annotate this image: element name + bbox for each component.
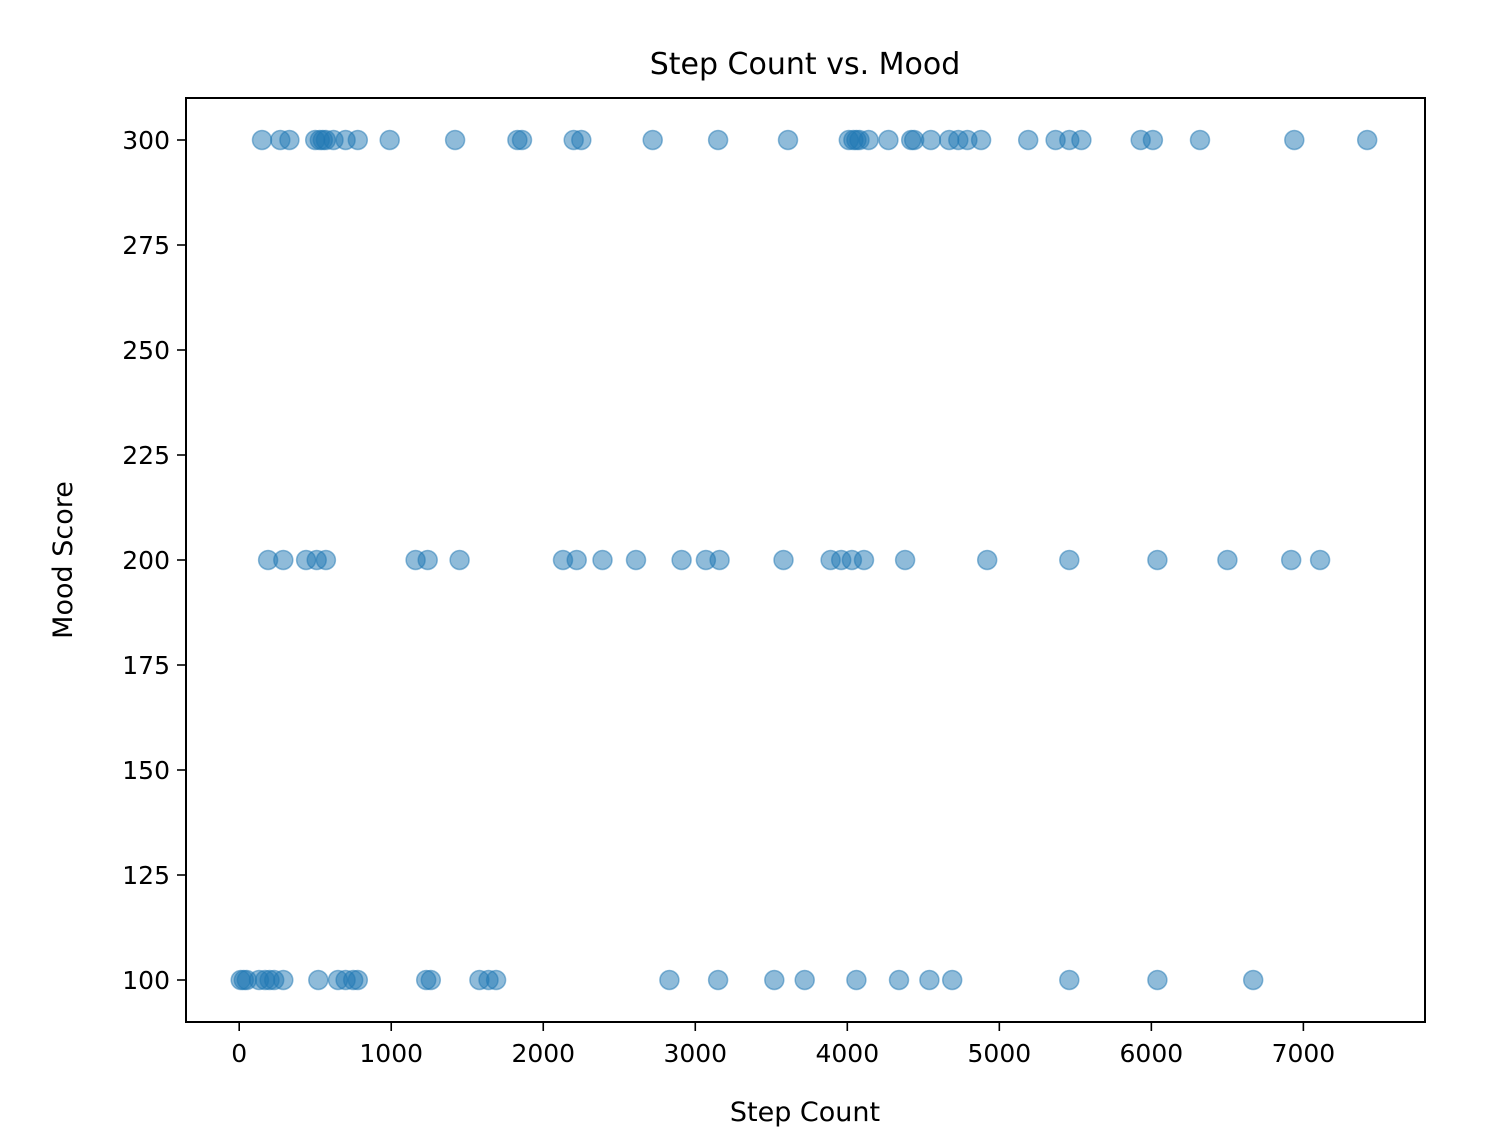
data-point bbox=[764, 969, 785, 991]
x-tick-label: 3000 bbox=[663, 1039, 727, 1068]
y-tick-label: 175 bbox=[122, 651, 170, 680]
data-point bbox=[1189, 129, 1211, 151]
data-point bbox=[888, 969, 910, 991]
data-point bbox=[853, 549, 875, 571]
data-point bbox=[566, 549, 587, 571]
x-tick-label: 5000 bbox=[968, 1039, 1032, 1068]
data-point bbox=[417, 549, 438, 571]
data-point bbox=[920, 129, 942, 151]
data-point bbox=[1147, 549, 1168, 571]
data-point bbox=[976, 549, 998, 571]
data-point bbox=[846, 969, 867, 991]
data-point bbox=[794, 969, 815, 991]
data-point bbox=[858, 129, 879, 151]
y-tick-label: 275 bbox=[122, 231, 170, 260]
y-tick-label: 300 bbox=[122, 126, 170, 155]
x-tick-label: 7000 bbox=[1272, 1039, 1336, 1068]
data-point bbox=[659, 969, 680, 991]
data-point bbox=[1242, 969, 1264, 991]
data-point bbox=[1071, 129, 1092, 151]
x-axis-ticks: 0 1000 2000 3000 4000 5000 6000 7000 bbox=[231, 1022, 1335, 1068]
data-point bbox=[1284, 129, 1305, 151]
data-point bbox=[970, 129, 992, 151]
data-point bbox=[1147, 969, 1168, 991]
data-point bbox=[1142, 129, 1164, 151]
y-tick-label: 150 bbox=[122, 756, 170, 785]
y-tick-label: 250 bbox=[122, 336, 170, 365]
data-point bbox=[379, 129, 400, 151]
data-point bbox=[642, 129, 663, 151]
data-point bbox=[347, 129, 369, 151]
x-tick-label: 2000 bbox=[511, 1039, 575, 1068]
data-point bbox=[420, 969, 442, 991]
data-point bbox=[251, 129, 273, 151]
data-point bbox=[1280, 549, 1302, 571]
data-point bbox=[1309, 549, 1331, 571]
data-point bbox=[511, 129, 533, 151]
y-tick-label: 225 bbox=[122, 441, 170, 470]
data-point bbox=[308, 969, 329, 991]
chart-title: Step Count vs. Mood bbox=[650, 47, 961, 82]
data-point bbox=[1356, 129, 1378, 151]
x-tick-label: 4000 bbox=[815, 1039, 879, 1068]
y-tick-label: 200 bbox=[122, 546, 170, 575]
data-point bbox=[1059, 549, 1080, 571]
x-tick-label: 6000 bbox=[1120, 1039, 1184, 1068]
data-point bbox=[941, 969, 963, 991]
y-tick-label: 125 bbox=[122, 861, 170, 890]
data-point bbox=[273, 969, 294, 991]
data-point bbox=[709, 549, 730, 571]
data-point bbox=[449, 549, 470, 571]
data-point bbox=[592, 549, 613, 571]
data-point bbox=[878, 129, 899, 151]
data-point bbox=[625, 549, 647, 571]
data-point bbox=[1017, 129, 1039, 151]
data-point bbox=[571, 129, 592, 151]
data-point bbox=[773, 549, 794, 571]
x-tick-label: 0 bbox=[231, 1039, 247, 1068]
data-point bbox=[347, 969, 369, 991]
data-point bbox=[279, 129, 300, 151]
data-point bbox=[894, 549, 916, 571]
points-layer bbox=[230, 129, 1378, 991]
y-axis-ticks: 100 125 150 175 200 225 250 275 300 bbox=[122, 126, 186, 995]
data-point bbox=[1217, 549, 1238, 571]
plot-frame bbox=[185, 97, 1426, 1023]
data-point bbox=[777, 129, 799, 151]
y-axis-label: Mood Score bbox=[48, 481, 79, 639]
data-point bbox=[444, 129, 466, 151]
data-point bbox=[1059, 969, 1080, 991]
data-point bbox=[707, 129, 729, 151]
x-tick-label: 1000 bbox=[359, 1039, 423, 1068]
data-point bbox=[485, 969, 507, 991]
data-point bbox=[707, 969, 729, 991]
x-axis-label: Step Count bbox=[730, 1097, 880, 1128]
data-point bbox=[315, 549, 337, 571]
data-point bbox=[273, 549, 294, 571]
data-point bbox=[671, 549, 692, 571]
y-tick-label: 100 bbox=[122, 966, 170, 995]
data-point bbox=[919, 969, 940, 991]
